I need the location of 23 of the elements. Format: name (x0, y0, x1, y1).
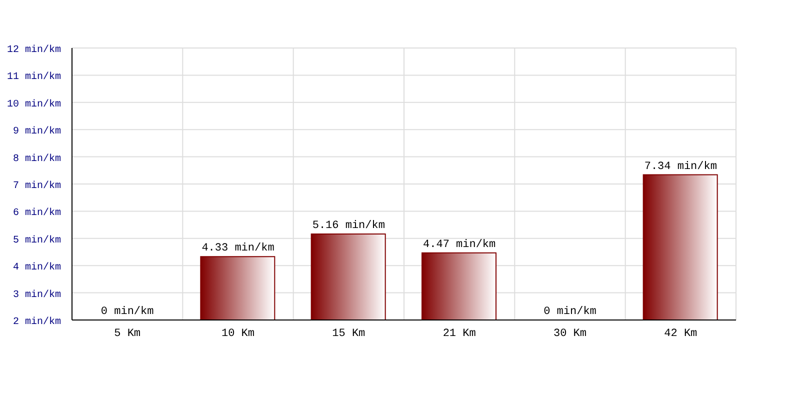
y-tick-label: 6 min/km (12, 207, 61, 220)
y-tick-label: 2 min/km (12, 316, 61, 328)
x-tick-label: 5 Km (114, 328, 141, 340)
x-tick-label: 10 Km (221, 328, 255, 340)
y-tick-label: 9 min/km (12, 126, 61, 138)
text: 0 min/km (544, 306, 596, 318)
y-tick-label: 5 min/km (12, 234, 61, 246)
data-label: 5.16 min/km (312, 220, 386, 232)
y-tick-label: 3 min/km (12, 288, 61, 301)
x-tick-label: 15 Km (332, 328, 366, 340)
y-tick-label: 7 min/km (12, 180, 61, 192)
data-label: 4.33 min/km (202, 242, 275, 255)
y-tick-label: 10 min/km (6, 98, 61, 110)
y-tick-label: 8 min/km (12, 152, 61, 165)
data-label: 4.47 min/km (423, 238, 496, 251)
x-tick-label: 21 Km (442, 328, 476, 340)
y-tick-label: 12 min/km (6, 44, 61, 56)
y-tick-label: 11 min/km (6, 71, 61, 84)
y-tick-label: 4 min/km (12, 262, 61, 274)
text: 0 min/km (100, 306, 154, 318)
x-tick-label: 30 Km (553, 328, 587, 340)
data-label: 7.34 min/km (644, 160, 718, 173)
x-tick-label: 42 Km (664, 328, 698, 340)
